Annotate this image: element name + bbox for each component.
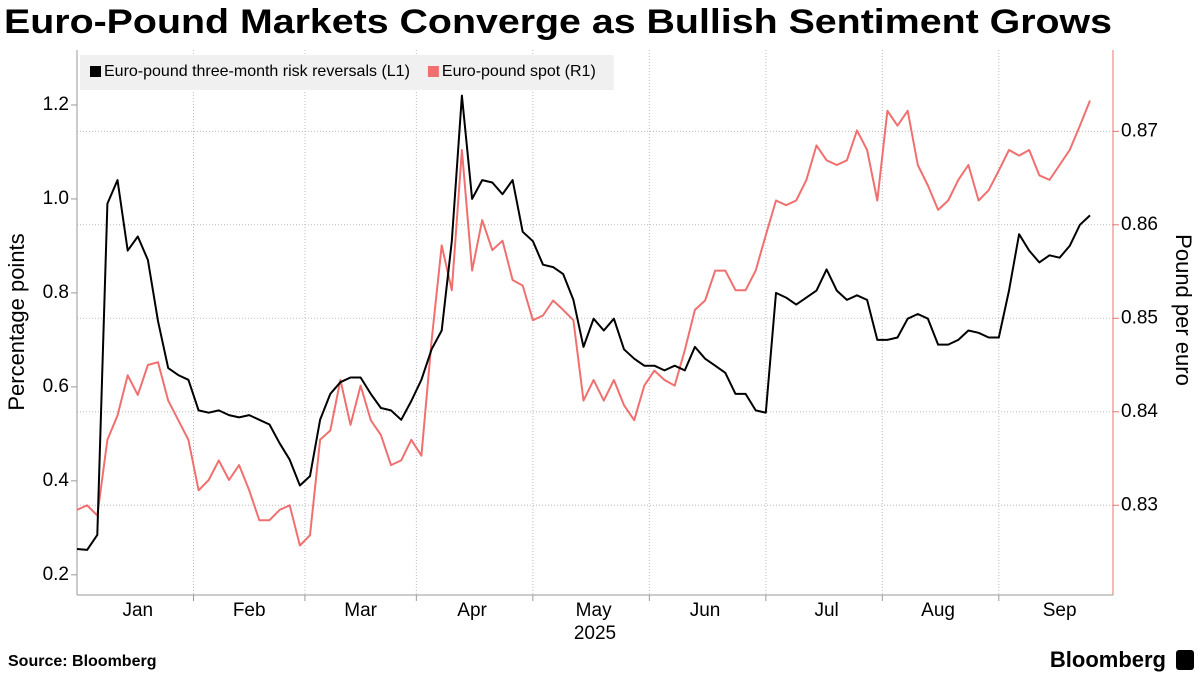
x-axis-label: 2025	[574, 623, 616, 644]
y2-tick-label: 0.87	[1121, 120, 1158, 141]
brand: Bloomberg	[1050, 647, 1166, 672]
legend-label: Euro-pound three-month risk reversals (L…	[104, 63, 410, 80]
series-line	[76, 100, 1091, 547]
series-line	[76, 94, 1091, 551]
y-tick-label: 1.0	[43, 188, 69, 209]
y-tick-label: 0.8	[43, 282, 69, 303]
y2-tick-label: 0.86	[1121, 214, 1158, 235]
legend-box	[80, 55, 614, 90]
y2-tick-label: 0.84	[1121, 401, 1158, 422]
y2-tick-label: 0.83	[1121, 494, 1158, 515]
x-tick-label: Sep	[1043, 600, 1077, 621]
x-tick-label: Mar	[344, 600, 377, 621]
legend-label: Euro-pound spot (R1)	[442, 63, 596, 80]
x-tick-label: Aug	[921, 600, 955, 621]
brand-icon	[1176, 650, 1194, 670]
x-tick-label: Jun	[690, 600, 721, 621]
x-tick-label: Jul	[814, 600, 838, 621]
x-tick-label: May	[576, 600, 612, 621]
chart-title: Euro-Pound Markets Converge as Bullish S…	[4, 3, 1112, 41]
legend-swatch	[90, 66, 101, 77]
y2-tick-label: 0.85	[1121, 307, 1158, 328]
x-tick-label: Apr	[457, 600, 487, 621]
y-tick-label: 0.2	[43, 564, 69, 585]
y-tick-label: 0.6	[43, 376, 69, 397]
y-axis-label: Percentage points	[4, 233, 29, 410]
legend-swatch	[427, 66, 439, 77]
y2-axis-label: Pound per euro	[1171, 234, 1196, 386]
x-tick-label: Feb	[233, 600, 266, 621]
y-tick-label: 0.4	[43, 470, 70, 491]
y-tick-label: 1.2	[43, 94, 69, 115]
source: Source: Bloomberg	[8, 653, 156, 670]
x-tick-label: Jan	[122, 600, 153, 621]
